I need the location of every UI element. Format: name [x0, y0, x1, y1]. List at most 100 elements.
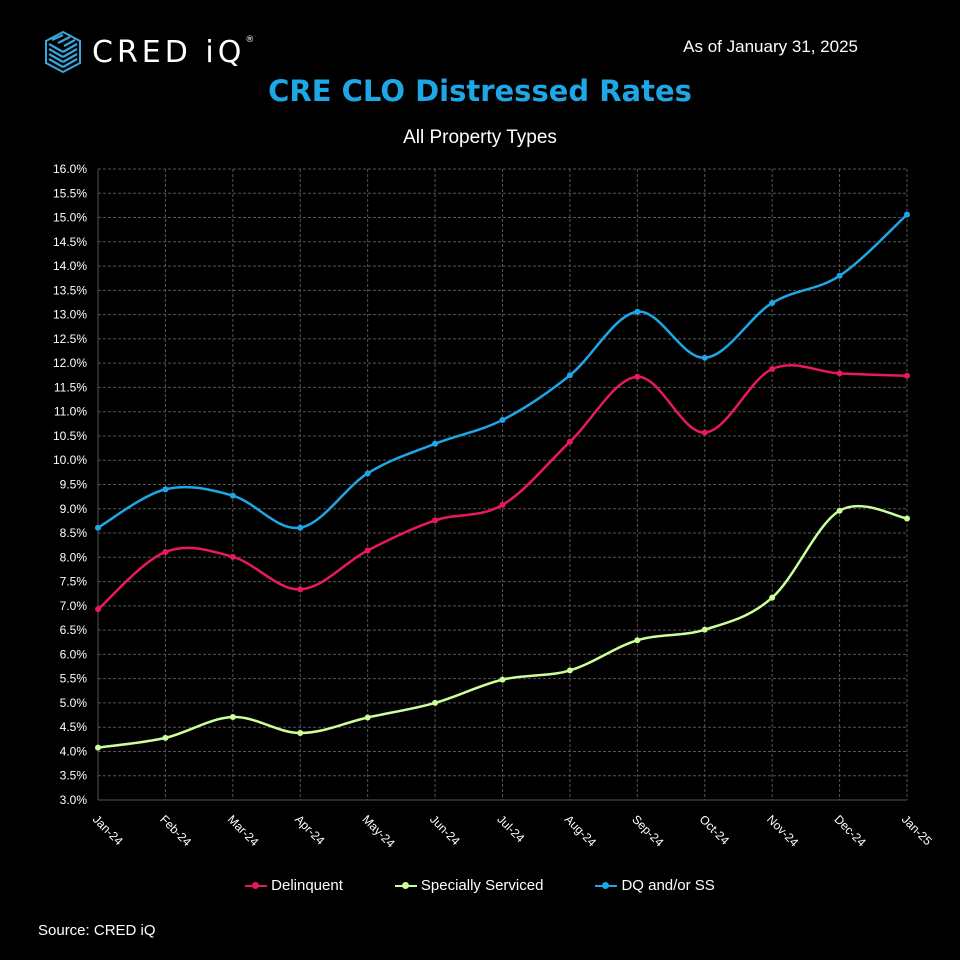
y-tick-label: 15.5% [53, 186, 87, 200]
x-tick-label: May-24 [360, 812, 398, 850]
y-tick-label: 15.0% [53, 211, 87, 225]
y-tick-label: 8.5% [60, 526, 88, 540]
x-axis-ticks: Jan-24 Feb-24 Mar-24 Apr-24 May-24 Jun-24 Jul-… [90, 812, 935, 850]
data-point [432, 517, 439, 524]
data-point [701, 429, 708, 436]
y-tick-label: 14.0% [53, 259, 87, 273]
y-tick-label: 9.0% [60, 502, 88, 516]
legend-item-specially-serviced: Specially Serviced [394, 877, 544, 894]
series-delinquent [95, 364, 910, 613]
legend-item-dq-ss: DQ and/or SS [595, 877, 715, 894]
data-point [769, 365, 776, 372]
data-point [95, 606, 101, 613]
data-point [499, 501, 506, 508]
series-specially-serviced [95, 504, 910, 751]
data-point [566, 667, 573, 674]
x-tick-label: Apr-24 [292, 812, 328, 848]
y-tick-label: 5.0% [60, 696, 88, 710]
series-dq-and-or-ss [95, 211, 910, 531]
y-tick-label: 10.0% [53, 453, 87, 467]
x-tick-label: Sep-24 [629, 812, 666, 849]
data-point [162, 486, 169, 493]
data-point [229, 492, 236, 499]
data-point [836, 370, 843, 377]
y-tick-label: 7.5% [60, 575, 88, 589]
x-tick-label: Jan-24 [90, 812, 126, 848]
data-point [297, 524, 304, 531]
x-tick-label: Oct-24 [697, 812, 733, 848]
x-tick-label: Nov-24 [764, 812, 801, 849]
y-tick-label: 3.0% [60, 793, 88, 807]
data-point [364, 547, 371, 554]
y-tick-label: 11.5% [54, 380, 87, 394]
chart-subtitle: All Property Types [403, 127, 557, 148]
data-point [566, 372, 573, 379]
grid-lines [97, 168, 908, 801]
y-tick-label: 6.0% [60, 647, 88, 661]
logo-text: CRED iQ® [92, 34, 255, 70]
y-tick-label: 5.5% [60, 672, 88, 686]
x-tick-label: Jul-24 [494, 812, 527, 845]
y-tick-label: 11.0% [54, 405, 87, 419]
x-tick-label: Aug-24 [562, 812, 599, 849]
data-point [769, 299, 776, 306]
data-point [634, 373, 641, 380]
data-point [499, 416, 506, 423]
legend: Delinquent Specially Serviced DQ and/or … [0, 877, 960, 894]
cube-logo-icon [45, 30, 81, 74]
data-point [904, 211, 910, 218]
x-tick-label: Jun-24 [427, 812, 463, 848]
data-point [701, 354, 708, 361]
y-tick-label: 14.5% [53, 235, 87, 249]
y-tick-label: 13.5% [53, 283, 87, 297]
as-of-date: As of January 31, 2025 [683, 37, 858, 56]
data-point [162, 548, 169, 555]
y-tick-label: 8.0% [60, 550, 88, 564]
x-tick-label: Feb-24 [157, 812, 194, 849]
data-point [634, 637, 641, 644]
source-note: Source: CRED iQ [38, 922, 156, 939]
legend-label: DQ and/or SS [621, 877, 715, 894]
data-point [499, 676, 506, 683]
data-point [634, 308, 641, 315]
data-point [229, 713, 236, 720]
y-tick-label: 4.0% [60, 744, 88, 758]
data-point [432, 699, 439, 706]
data-point [364, 470, 371, 477]
data-point [95, 524, 101, 531]
y-tick-label: 12.0% [53, 356, 87, 370]
x-tick-label: Dec-24 [831, 812, 868, 849]
y-tick-label: 13.0% [53, 308, 87, 322]
y-tick-label: 16.0% [53, 162, 87, 176]
data-point [904, 372, 910, 379]
data-point [701, 626, 708, 633]
chart-title: CRE CLO Distressed Rates [268, 74, 692, 108]
logo: CRED iQ® [44, 30, 254, 74]
y-tick-label: 7.0% [60, 599, 88, 613]
data-point [95, 744, 101, 751]
x-tick-label: Jan-25 [899, 812, 935, 848]
x-tick-label: Mar-24 [225, 812, 262, 849]
y-tick-label: 4.5% [60, 720, 88, 734]
data-point [836, 272, 843, 279]
data-point [297, 586, 304, 593]
data-point [566, 438, 573, 445]
data-point [432, 440, 439, 447]
y-tick-label: 10.5% [53, 429, 87, 443]
y-axis-ticks: 3.0% 3.5% 4.0% 4.5% 5.0% 5.5% 6.0% 6.5% 7.0% 7.5%… [53, 162, 87, 807]
data-point [364, 714, 371, 721]
legend-item-delinquent: Delinquent [245, 877, 343, 894]
y-tick-label: 3.5% [60, 769, 88, 783]
data-point [904, 515, 910, 522]
legend-label: Delinquent [271, 877, 343, 894]
y-tick-label: 12.5% [53, 332, 87, 346]
data-point [836, 507, 843, 514]
series-lines [95, 211, 910, 751]
data-point [162, 734, 169, 741]
data-point [297, 730, 304, 737]
y-tick-label: 6.5% [60, 623, 88, 637]
legend-label: Specially Serviced [420, 877, 544, 894]
data-point [229, 553, 236, 560]
y-tick-label: 9.5% [60, 478, 88, 492]
